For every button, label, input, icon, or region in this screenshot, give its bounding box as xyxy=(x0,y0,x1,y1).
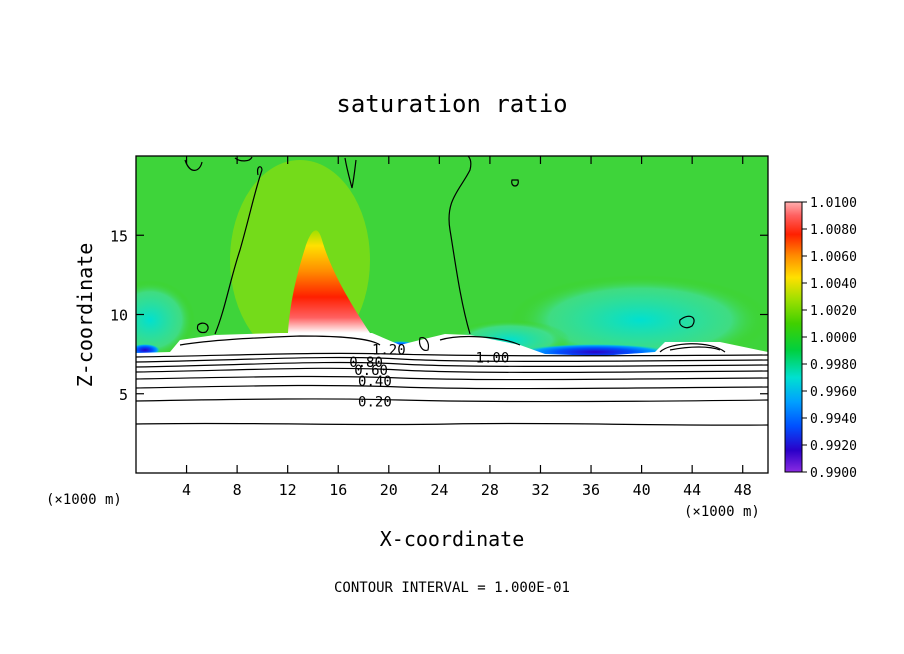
contour-line xyxy=(136,361,768,368)
colorbar-label: 0.9960 xyxy=(810,385,857,400)
cloud-boundary-contour xyxy=(214,166,263,335)
contour-line xyxy=(136,398,768,403)
y-axis-ticks: 5 10 15 xyxy=(110,227,768,404)
colorbar-label: 1.0060 xyxy=(810,250,857,265)
cloud-boundary-contour xyxy=(679,315,695,329)
colorbar-gradient xyxy=(784,201,803,473)
x-tick-label: 4 xyxy=(182,481,191,499)
cloud-boundary-contour xyxy=(418,337,430,351)
contour-label: 1.00 xyxy=(476,350,510,366)
contour-label: 0.60 xyxy=(354,363,388,379)
contour-interval-note: CONTOUR INTERVAL = 1.000E-01 xyxy=(334,580,570,596)
colorbar-label: 1.0040 xyxy=(810,277,857,292)
contour-label: 0.20 xyxy=(358,395,392,411)
colorbar-label: 0.9940 xyxy=(810,412,857,427)
contour-line xyxy=(439,335,521,346)
chart-title: saturation ratio xyxy=(336,90,567,118)
x-tick-label: 40 xyxy=(633,481,651,499)
y-tick-label: 10 xyxy=(110,307,128,325)
contour-line xyxy=(136,375,768,381)
contour-line xyxy=(659,343,726,353)
contour-lines xyxy=(136,156,768,426)
colorbar-label: 0.9920 xyxy=(810,439,857,454)
x-tick-label: 44 xyxy=(683,481,701,499)
x-tick-label: 32 xyxy=(531,481,549,499)
x-tick-label: 12 xyxy=(279,481,297,499)
supersaturated-plume xyxy=(288,230,370,333)
colorbar-label: 0.9900 xyxy=(810,466,857,481)
x-axis-label: X-coordinate xyxy=(380,527,525,551)
cloud-free-region xyxy=(136,333,768,473)
x-unit-label-left: (×1000 m) xyxy=(46,492,122,508)
colorbar-labels: 1.0100 1.0080 1.0060 1.0040 1.0020 1.0000 0.99… xyxy=(802,196,857,481)
heatmap-field xyxy=(136,156,768,473)
contour-line xyxy=(669,346,721,351)
x-tick-label: 48 xyxy=(734,481,752,499)
contour-label: 0.80 xyxy=(349,355,383,371)
x-tick-label: 16 xyxy=(329,481,347,499)
contour-line xyxy=(136,356,768,363)
x-tick-label: 36 xyxy=(582,481,600,499)
contour-line xyxy=(136,352,768,358)
contour-label: 1.20 xyxy=(372,342,406,358)
x-tick-label: 20 xyxy=(380,481,398,499)
contour-line xyxy=(136,367,768,373)
colorbar-label: 1.0000 xyxy=(810,331,857,346)
contour-labels: 1.200.800.600.40 0.20 1.00 xyxy=(349,342,509,410)
cloud-boundary-contour xyxy=(511,179,519,187)
cloud-boundary-contour xyxy=(196,322,209,334)
contour-label: 0.40 xyxy=(358,374,392,390)
colorbar: 1.0100 1.0080 1.0060 1.0040 1.0020 1.0000 0.99… xyxy=(784,196,857,481)
cloud-boundary-contour xyxy=(234,156,253,162)
x-axis-ticks: 4 8 12 16 20 24 28 32 36 40 44 48 xyxy=(182,156,752,499)
x-tick-label: 28 xyxy=(481,481,499,499)
y-tick-label: 15 xyxy=(110,227,128,245)
colorbar-label: 0.9980 xyxy=(810,358,857,373)
y-axis-label: Z-coordinate xyxy=(73,243,97,388)
colorbar-label: 1.0080 xyxy=(810,223,857,238)
cloud-boundary-contour xyxy=(448,156,472,335)
contour-line xyxy=(179,335,381,346)
contour-line xyxy=(136,422,768,426)
x-unit-label-right: (×1000 m) xyxy=(684,504,760,520)
colorbar-label: 1.0100 xyxy=(810,196,857,211)
colorbar-label: 1.0020 xyxy=(810,304,857,319)
y-tick-label: 5 xyxy=(119,386,128,404)
x-tick-label: 8 xyxy=(233,481,242,499)
x-tick-label: 24 xyxy=(430,481,448,499)
cloud-boundary-contour xyxy=(344,157,357,189)
contour-line xyxy=(136,384,768,390)
